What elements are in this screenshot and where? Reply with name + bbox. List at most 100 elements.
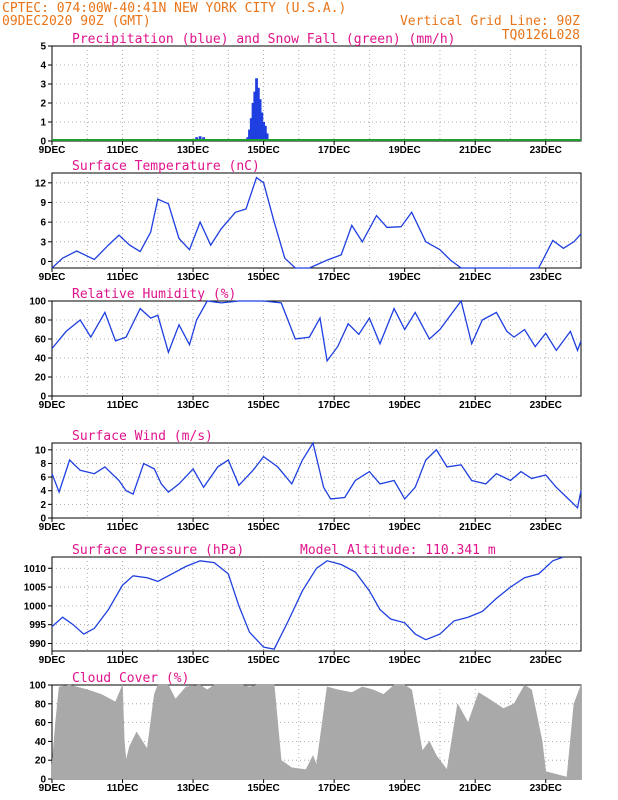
x-tick-label: 11DEC [107, 272, 139, 283]
precip-bar [248, 129, 251, 141]
x-tick-label: 19DEC [389, 145, 421, 156]
x-tick-label: 23DEC [530, 522, 562, 533]
header-model: TQ0126L028 [502, 28, 580, 43]
x-tick-label: 15DEC [247, 655, 279, 666]
precip-bar [256, 87, 260, 141]
x-tick-label: 21DEC [459, 145, 491, 156]
series-line [51, 176, 582, 269]
x-tick-label: 15DEC [247, 522, 279, 533]
x-tick-label: 23DEC [530, 400, 562, 411]
x-tick-label: 13DEC [177, 522, 209, 533]
x-tick-label: 21DEC [459, 783, 491, 794]
panel-frame [51, 442, 582, 519]
x-tick-label: 11DEC [107, 783, 139, 794]
x-tick-label: 15DEC [247, 272, 279, 283]
x-tick-label: 19DEC [389, 655, 421, 666]
y-tick-label: 40 [35, 737, 47, 748]
y-tick-label: 995 [29, 620, 46, 631]
series-line [51, 299, 582, 363]
x-tick-label: 21DEC [459, 655, 491, 666]
precip-bar [263, 125, 267, 141]
y-tick-label: 0 [40, 392, 46, 403]
panel-frame [51, 45, 582, 142]
y-tick-label: 0 [40, 257, 46, 268]
header-grid-line: Vertical Grid Line: 90Z [400, 14, 580, 29]
precip-bar [258, 99, 262, 141]
precip-bar [249, 118, 253, 141]
precip-bar [198, 136, 202, 141]
x-tick-label: 15DEC [247, 145, 279, 156]
series-line [51, 556, 564, 650]
precip-bar [255, 78, 258, 141]
x-tick-label: 21DEC [459, 272, 491, 283]
precip-bar [260, 112, 264, 141]
series-line [51, 441, 582, 510]
panel-frame [51, 300, 582, 397]
x-tick-label: 17DEC [318, 783, 350, 794]
panel-title: Relative Humidity (%) [72, 287, 236, 302]
x-tick-label: 15DEC [247, 400, 279, 411]
y-tick-label: 4 [40, 61, 46, 72]
x-tick-label: 23DEC [530, 145, 562, 156]
y-tick-label: 1010 [24, 564, 47, 575]
x-tick-label: 23DEC [530, 783, 562, 794]
x-tick-label: 13DEC [177, 655, 209, 666]
y-tick-label: 1005 [24, 583, 47, 594]
y-tick-label: 0 [40, 137, 46, 148]
y-tick-label: 60 [35, 335, 47, 346]
x-tick-label: 17DEC [318, 655, 350, 666]
panel-frame [51, 172, 582, 269]
x-tick-label: 13DEC [177, 783, 209, 794]
x-tick-label: 11DEC [107, 400, 139, 411]
x-tick-label: 15DEC [247, 783, 279, 794]
y-tick-label: 3 [40, 80, 46, 91]
y-tick-label: 0 [40, 514, 46, 525]
y-tick-label: 990 [29, 639, 46, 650]
x-tick-label: 19DEC [389, 783, 421, 794]
y-tick-label: 6 [40, 218, 46, 229]
y-tick-label: 40 [35, 354, 47, 365]
precip-bar [251, 103, 255, 141]
y-tick-label: 20 [35, 373, 47, 384]
header-run-time: 09DEC2020 90Z (GMT) [2, 14, 151, 29]
x-tick-label: 23DEC [530, 655, 562, 666]
x-tick-label: 21DEC [459, 400, 491, 411]
y-tick-label: 12 [35, 178, 47, 189]
y-tick-label: 100 [29, 681, 46, 692]
y-tick-label: 2 [40, 500, 46, 511]
x-tick-label: 17DEC [318, 272, 350, 283]
y-tick-label: 80 [35, 699, 47, 710]
panel-title: Surface Pressure (hPa) [72, 543, 244, 558]
x-tick-label: 9DEC [39, 783, 66, 794]
x-tick-label: 19DEC [389, 400, 421, 411]
panel-title: Precipitation (blue) and Snow Fall (gree… [72, 32, 456, 47]
y-tick-label: 4 [40, 486, 46, 497]
x-tick-label: 13DEC [177, 145, 209, 156]
precip-bar [262, 122, 265, 141]
x-tick-label: 11DEC [107, 655, 139, 666]
x-tick-label: 13DEC [177, 272, 209, 283]
x-tick-label: 11DEC [107, 145, 139, 156]
x-tick-label: 19DEC [389, 272, 421, 283]
x-tick-label: 17DEC [318, 400, 350, 411]
cloud-cover-area [51, 684, 582, 780]
header-location: CPTEC: 074:00W-40:41N NEW YORK CITY (U.S… [2, 1, 346, 16]
x-tick-label: 9DEC [39, 272, 66, 283]
y-tick-label: 60 [35, 718, 47, 729]
y-tick-label: 100 [29, 297, 46, 308]
panel-title: Cloud Cover (%) [72, 671, 189, 686]
x-tick-label: 9DEC [39, 522, 66, 533]
x-tick-label: 9DEC [39, 655, 66, 666]
panel-title: Surface Temperature (nC) [72, 159, 260, 174]
x-tick-label: 21DEC [459, 522, 491, 533]
x-tick-label: 23DEC [530, 272, 562, 283]
precip-bar [253, 91, 257, 141]
x-tick-label: 9DEC [39, 145, 66, 156]
y-tick-label: 3 [40, 237, 46, 248]
y-tick-label: 5 [40, 42, 46, 53]
y-tick-label: 80 [35, 316, 47, 327]
panel-annotation: Model Altitude: 110.341 m [300, 543, 496, 558]
x-tick-label: 17DEC [318, 145, 350, 156]
y-tick-label: 10 [35, 445, 47, 456]
